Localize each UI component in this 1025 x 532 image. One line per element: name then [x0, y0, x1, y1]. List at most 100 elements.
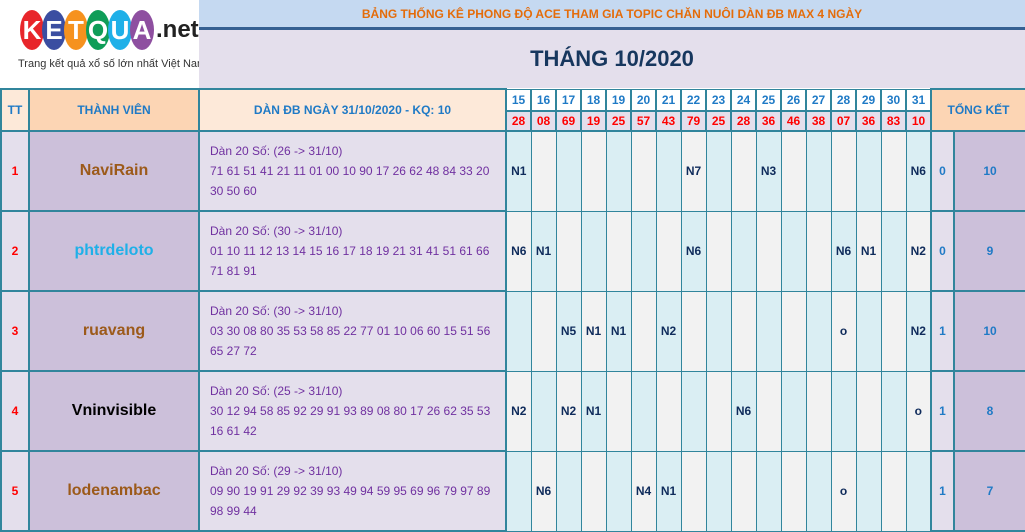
- dan-numbers: 03 30 08 80 35 53 58 85 22 77 01 10 06 6…: [210, 324, 491, 358]
- member-row: 1 NaviRain Dàn 20 Số: (26 -> 31/10) 71 61 5…: [0, 130, 1025, 212]
- day-cell: [580, 130, 607, 212]
- day-result: 36: [755, 110, 782, 132]
- logo-suffix: .net: [156, 16, 199, 43]
- day-result: 36: [855, 110, 882, 132]
- day-header: 31: [905, 88, 932, 112]
- day-cell: N1: [855, 210, 882, 292]
- summary-count: 1: [930, 370, 955, 452]
- day-result: 10: [905, 110, 932, 132]
- dan-numbers: 30 12 94 58 85 92 29 91 93 89 08 80 17 2…: [210, 404, 491, 438]
- day-cell: [855, 450, 882, 532]
- row-number: 5: [0, 450, 30, 532]
- day-cell: [530, 370, 557, 452]
- day-cell: [705, 370, 732, 452]
- day-cell: [655, 210, 682, 292]
- day-cell: N2: [555, 370, 582, 452]
- dan-numbers: 71 61 51 41 21 11 01 00 10 90 17 26 62 4…: [210, 164, 490, 198]
- day-cell: [530, 130, 557, 212]
- day-result: 38: [805, 110, 832, 132]
- day-cell: [880, 370, 907, 452]
- day-cell: N2: [655, 290, 682, 372]
- day-cell: o: [905, 370, 932, 452]
- day-cell: [780, 450, 807, 532]
- day-cell: [855, 290, 882, 372]
- day-cell: [780, 370, 807, 452]
- ketqua-logo[interactable]: K E T Q U A .net Trang kết quả xổ số lớn nhất …: [0, 0, 206, 88]
- day-header: 19: [605, 88, 632, 112]
- day-header: 17: [555, 88, 582, 112]
- day-cell: N2: [905, 210, 932, 292]
- dan-cell: Dàn 20 Số: (29 -> 31/10) 09 90 19 91 29 9…: [198, 450, 507, 532]
- day-cell: N1: [505, 130, 532, 212]
- day-cell: [705, 130, 732, 212]
- day-cell: [755, 210, 782, 292]
- day-cell: [630, 370, 657, 452]
- day-cell: [805, 370, 832, 452]
- day-cell: N7: [680, 130, 707, 212]
- summary-total: 10: [953, 290, 1025, 372]
- day-cell: [605, 370, 632, 452]
- day-result: 08: [530, 110, 557, 132]
- day-cell: N4: [630, 450, 657, 532]
- day-cell: [505, 290, 532, 372]
- header-dan: DÀN ĐB NGÀY 31/10/2020 - KQ: 10: [198, 88, 507, 132]
- member-name: NaviRain: [28, 130, 200, 212]
- day-cell: [630, 210, 657, 292]
- day-header: 15: [505, 88, 532, 112]
- day-result: 46: [780, 110, 807, 132]
- day-cell: N5: [555, 290, 582, 372]
- day-cell: [705, 290, 732, 372]
- member-row: 3 ruavang Dàn 20 Số: (30 -> 31/10) 03 30 08…: [0, 290, 1025, 372]
- day-cell: [755, 370, 782, 452]
- day-cell: N6: [680, 210, 707, 292]
- dan-label: Dàn 20 Số: (29 -> 31/10): [210, 464, 343, 478]
- day-cell: [730, 450, 757, 532]
- dan-cell: Dàn 20 Số: (26 -> 31/10) 71 61 51 41 21 1…: [198, 130, 507, 212]
- day-cell: N1: [655, 450, 682, 532]
- day-cell: [705, 450, 732, 532]
- member-row: 5 lodenambac Dàn 20 Số: (29 -> 31/10) 09 90…: [0, 450, 1025, 532]
- dan-numbers: 09 90 19 91 29 92 39 93 49 94 59 95 69 9…: [210, 484, 491, 518]
- logo-letter: U: [108, 10, 132, 50]
- day-header: 29: [855, 88, 882, 112]
- day-cell: [880, 450, 907, 532]
- day-cell: [880, 130, 907, 212]
- header-summary: TỔNG KẾT: [930, 88, 1025, 132]
- stats-table: TT THÀNH VIÊN DÀN ĐB NGÀY 31/10/2020 - K…: [0, 88, 1025, 532]
- day-cell: [755, 450, 782, 532]
- day-result: 43: [655, 110, 682, 132]
- day-header: 25: [755, 88, 782, 112]
- dan-cell: Dàn 20 Số: (30 -> 31/10) 03 30 08 80 35 5…: [198, 290, 507, 372]
- day-cell: [555, 210, 582, 292]
- day-cell: [705, 210, 732, 292]
- dan-numbers: 01 10 11 12 13 14 15 16 17 18 19 21 31 4…: [210, 244, 490, 278]
- day-result: 57: [630, 110, 657, 132]
- day-cell: N2: [505, 370, 532, 452]
- header-member: THÀNH VIÊN: [28, 88, 200, 132]
- day-cell: [830, 130, 857, 212]
- row-number: 2: [0, 210, 30, 292]
- day-cell: [605, 450, 632, 532]
- day-header: 22: [680, 88, 707, 112]
- logo-letter: Q: [86, 10, 110, 50]
- day-result: 25: [605, 110, 632, 132]
- day-header: 27: [805, 88, 832, 112]
- day-header: 18: [580, 88, 607, 112]
- header-tt: TT: [0, 88, 30, 132]
- logo-letters: K E T Q U A .net: [20, 10, 199, 50]
- day-cell: N6: [830, 210, 857, 292]
- day-cell: N6: [505, 210, 532, 292]
- day-cell: N6: [905, 130, 932, 212]
- day-cell: [830, 370, 857, 452]
- day-cell: [805, 130, 832, 212]
- day-result: 28: [730, 110, 757, 132]
- day-cell: [755, 290, 782, 372]
- day-cell: N2: [905, 290, 932, 372]
- day-cell: [680, 290, 707, 372]
- summary-total: 9: [953, 210, 1025, 292]
- day-cell: [905, 450, 932, 532]
- dan-label: Dàn 20 Số: (30 -> 31/10): [210, 304, 343, 318]
- day-cell: [730, 130, 757, 212]
- logo-tagline: Trang kết quả xổ số lớn nhất Việt Nam: [18, 58, 207, 70]
